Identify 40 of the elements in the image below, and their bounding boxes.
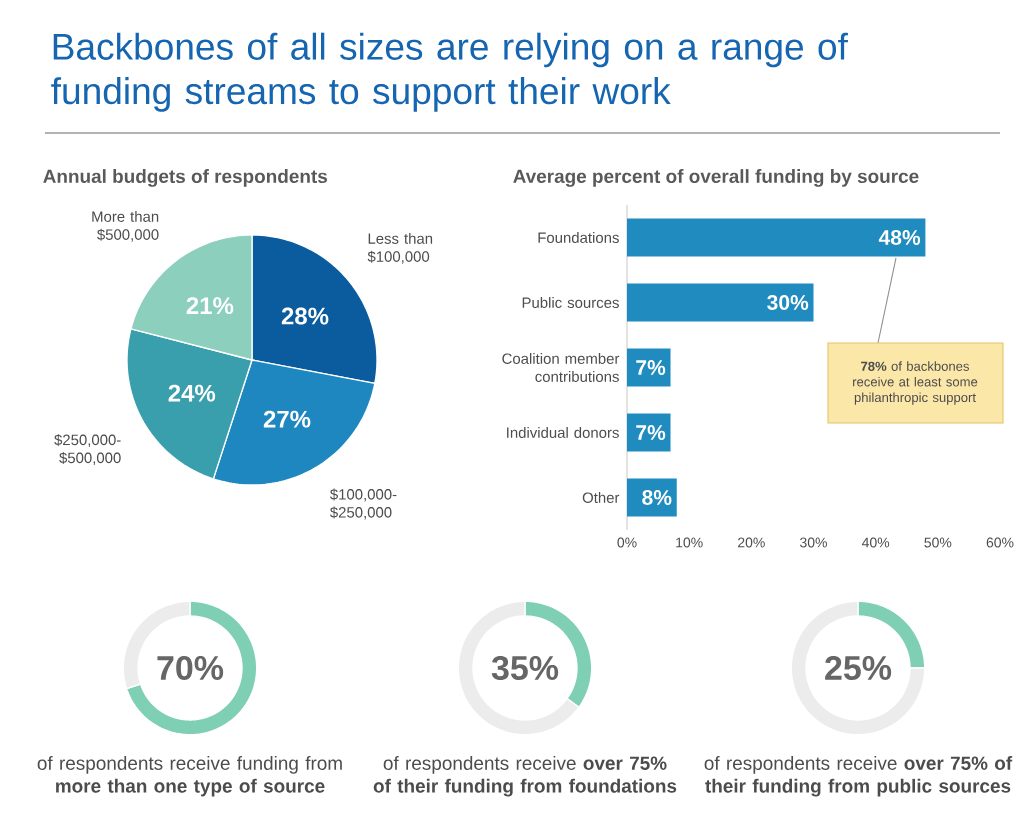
x-tick-label: 0% [617, 537, 637, 548]
bar [627, 283, 814, 322]
x-tick-label: 40% [861, 537, 890, 548]
text: 25% [825, 655, 892, 681]
data-label: 7% [636, 360, 666, 375]
text: of respondents receive over 75% of their funding from foundations [373, 756, 677, 797]
text: 70% [157, 655, 224, 681]
x-tick-label: 10% [676, 537, 703, 548]
x-tick-label: 30% [800, 537, 827, 548]
text: of respondents receive over 75% of their funding from public sources [704, 756, 1013, 797]
text: 35% [491, 655, 559, 681]
chart-subtitle: Annual budgets of respondents [43, 169, 327, 187]
bar [627, 478, 677, 517]
data-label: 30% [767, 295, 809, 310]
data-label: 28% [281, 307, 329, 325]
data-label: 21% [186, 297, 234, 315]
chart-title: Average percent of overall funding by source [513, 169, 919, 187]
slice-label: $100,000-$250,000 [330, 488, 397, 520]
y-tick-label: Other [582, 492, 620, 503]
y-tick-label: Individual donors [507, 427, 619, 438]
chart-title: Backbones of all sizes are relying on a range of funding streams to support their work [51, 32, 848, 112]
annotation: 78% of backbones receive at least some philanthropic support [853, 361, 978, 405]
slice-label: $250,000-$500,000 [54, 433, 121, 465]
bar [627, 413, 671, 452]
data-label: 24% [168, 384, 216, 402]
bar [627, 218, 926, 257]
slice-label: More than $500,000 [92, 210, 159, 242]
x-tick-label: 60% [986, 537, 1014, 548]
y-tick-label: Foundations [538, 232, 619, 243]
y-tick-label: Coalition member contributions [502, 353, 620, 382]
data-label: 8% [642, 490, 672, 505]
x-tick-label: 50% [924, 537, 952, 548]
data-label: 27% [263, 410, 311, 428]
x-tick-label: 20% [738, 537, 765, 548]
data-label: 7% [636, 425, 666, 440]
y-tick-label: Public sources [522, 297, 619, 308]
data-label: 48% [878, 230, 921, 245]
text: of respondents receive funding from more than one type of source [37, 756, 342, 797]
bar [627, 348, 671, 387]
slice-label: Less than $100,000 [367, 232, 433, 264]
